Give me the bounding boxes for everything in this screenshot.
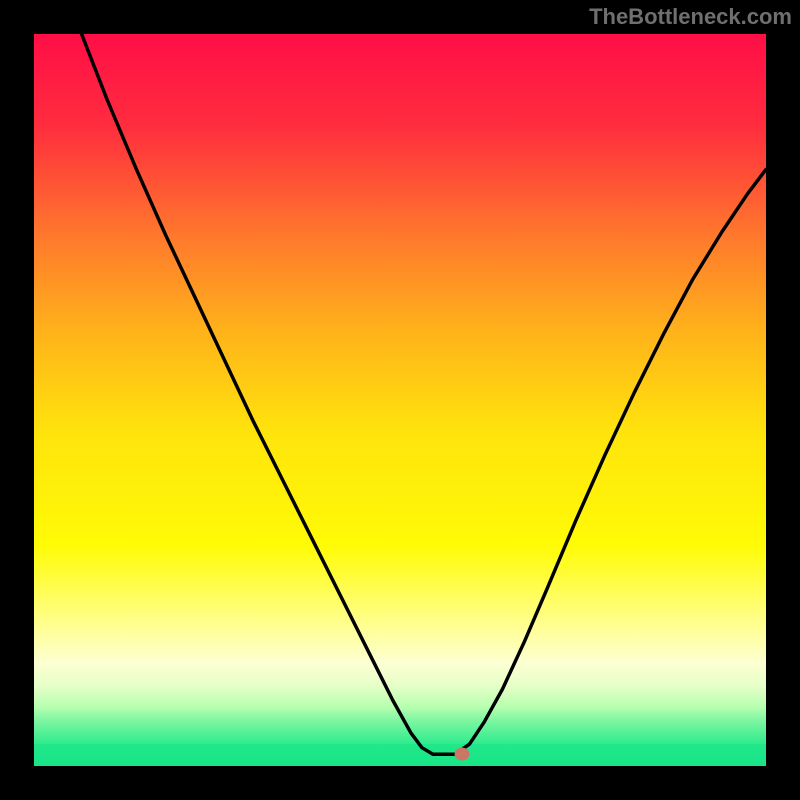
optimum-marker [455, 748, 470, 761]
curve-path [82, 34, 766, 754]
chart-outer: TheBottleneck.com [0, 0, 800, 800]
plot-frame [30, 30, 770, 770]
bottleneck-curve [34, 34, 766, 766]
plot-area [34, 34, 766, 766]
watermark-text: TheBottleneck.com [589, 4, 792, 30]
